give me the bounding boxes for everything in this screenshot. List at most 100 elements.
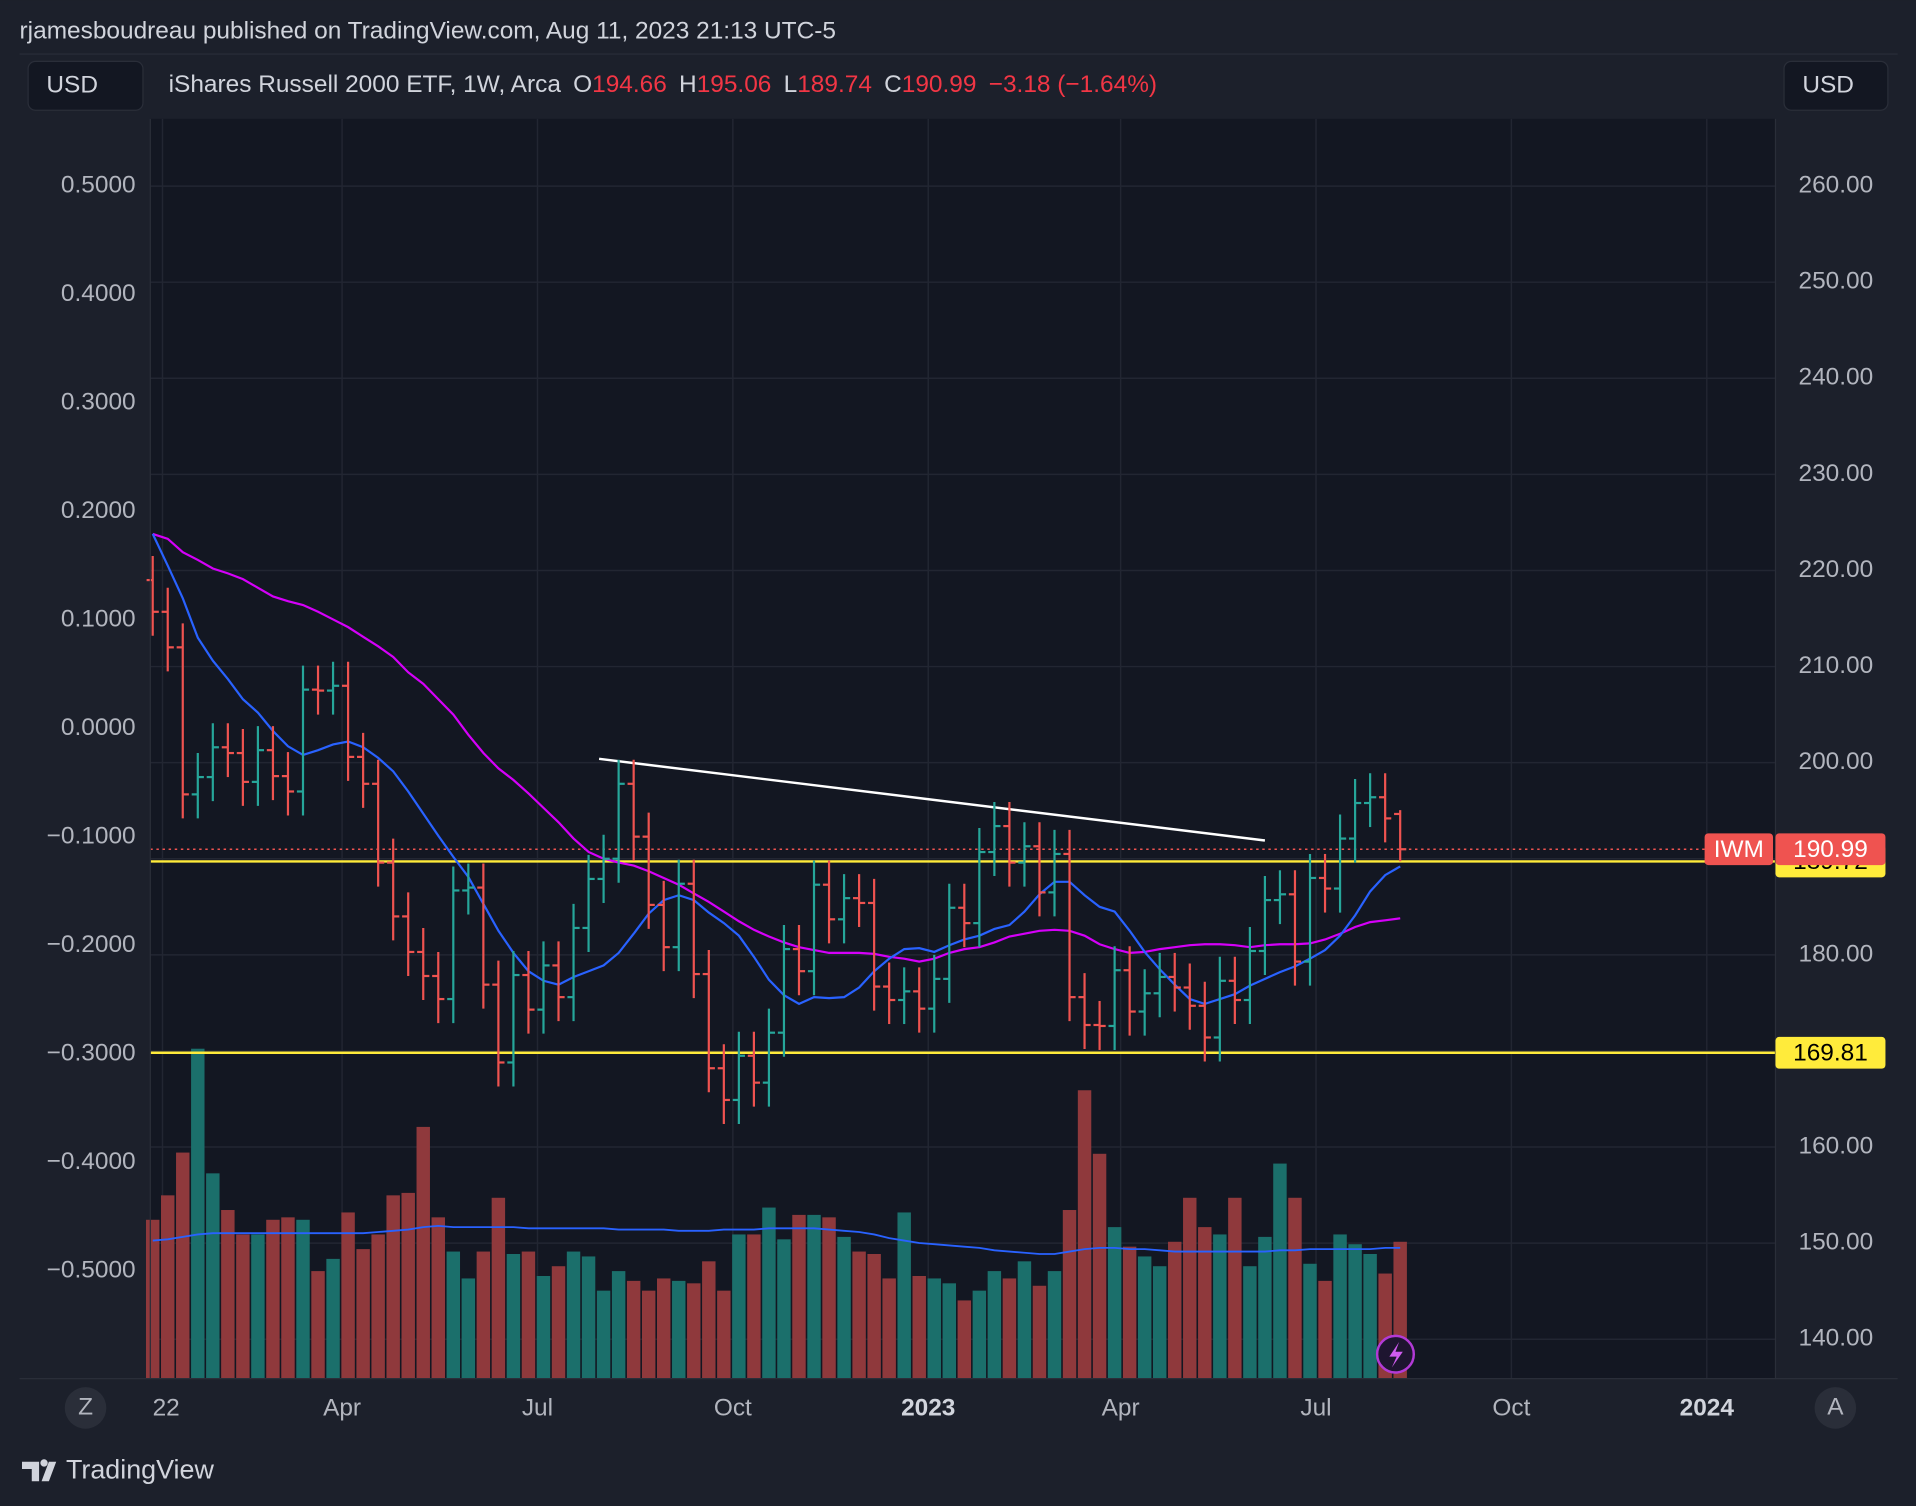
- price-tag-label: 190.99: [1793, 836, 1868, 863]
- x-tick-label: 22: [153, 1395, 180, 1422]
- volume-bar: [176, 1152, 190, 1379]
- volume-bar: [596, 1290, 611, 1379]
- ohlc-value: 195.06: [697, 71, 772, 98]
- price-tag: [1775, 833, 1886, 866]
- volume-bar: [536, 1275, 551, 1379]
- volume-bar: [476, 1251, 491, 1379]
- x-tick-label: Apr: [1102, 1395, 1140, 1422]
- volume-bar: [371, 1234, 385, 1379]
- x-tick-label: Oct: [1492, 1395, 1530, 1422]
- volume-bar: [581, 1256, 596, 1379]
- scale-label[interactable]: Z: [78, 1393, 93, 1420]
- scale-button[interactable]: [1814, 1387, 1857, 1429]
- y-tick-label: 180.00: [1799, 940, 1874, 967]
- lightning: [1389, 1341, 1403, 1368]
- trendline: [598, 757, 1266, 842]
- y-tick-label: 140.00: [1799, 1325, 1874, 1352]
- volume-bar: [1017, 1261, 1032, 1379]
- scale-button[interactable]: [64, 1387, 107, 1429]
- byline: rjamesboudreau published on TradingView.…: [20, 18, 836, 45]
- volume-bar: [1198, 1227, 1212, 1379]
- volume-bar: [747, 1234, 761, 1379]
- volume-bar: [1002, 1278, 1017, 1379]
- volume-bar: [1122, 1246, 1137, 1379]
- volume-bar: [1062, 1210, 1077, 1379]
- volume-bar: [882, 1278, 896, 1379]
- currency-label[interactable]: USD: [1802, 71, 1854, 98]
- volume-bar: [641, 1290, 656, 1379]
- y2-tick-label: 0.1000: [61, 606, 136, 633]
- volume-bar: [807, 1214, 821, 1379]
- volume-bar: [1077, 1090, 1092, 1379]
- volume-bar: [521, 1251, 536, 1379]
- y-tick-label: 250.00: [1799, 268, 1874, 295]
- currency-label[interactable]: USD: [46, 71, 98, 98]
- x-tick-label: Apr: [323, 1395, 361, 1422]
- volume-bar: [927, 1278, 941, 1379]
- volume-bar: [792, 1214, 806, 1379]
- ohlc-key: C: [884, 71, 902, 98]
- ohlc-key: O: [573, 71, 592, 98]
- volume-bar: [1183, 1197, 1197, 1379]
- x-tick-label: 2024: [1680, 1395, 1735, 1422]
- volume-bar: [161, 1195, 175, 1379]
- x-tick-label: Oct: [714, 1395, 752, 1422]
- currency-button[interactable]: [1783, 60, 1889, 111]
- volume-bar: [1243, 1266, 1257, 1379]
- y2-tick-label: 0.4000: [61, 280, 136, 307]
- volume-bar: [1137, 1256, 1152, 1379]
- volume-bar: [1333, 1234, 1347, 1379]
- plot-area: [150, 118, 1776, 1379]
- y-tick-label: 240.00: [1799, 364, 1874, 391]
- y2-tick-label: −0.3000: [47, 1040, 136, 1067]
- volume-bar: [1092, 1153, 1107, 1379]
- x-tick-label: Jul: [1300, 1395, 1331, 1422]
- volume-bar: [777, 1239, 791, 1379]
- volume-bar: [867, 1253, 881, 1379]
- volume-bar: [717, 1290, 731, 1379]
- volume-bar: [145, 1219, 160, 1379]
- y2-tick-label: −0.5000: [47, 1257, 136, 1284]
- volume-bar: [762, 1207, 776, 1379]
- volume-bar: [912, 1275, 926, 1379]
- volume-bar: [386, 1195, 400, 1379]
- volume-bar: [1107, 1227, 1122, 1379]
- volume-bar: [672, 1280, 686, 1379]
- y-tick-label: 160.00: [1799, 1132, 1874, 1159]
- symbol-tag-label: IWM: [1714, 836, 1764, 863]
- y2-tick-label: −0.1000: [47, 823, 136, 850]
- scale-label[interactable]: A: [1827, 1393, 1844, 1420]
- volume-bar: [732, 1234, 746, 1379]
- volume-ma-line: [152, 1224, 1401, 1255]
- y2-tick-label: −0.4000: [47, 1148, 136, 1175]
- y-tick-label: 150.00: [1799, 1229, 1874, 1256]
- ohlc-value: 194.66: [592, 71, 667, 98]
- volume-bar: [236, 1234, 250, 1379]
- y2-tick-label: 0.2000: [61, 497, 136, 524]
- y-tick-label: 260.00: [1799, 172, 1874, 199]
- volume-bar: [656, 1278, 671, 1379]
- volume-bar: [1047, 1271, 1062, 1379]
- volume-bar: [296, 1219, 310, 1379]
- volume-bar: [1152, 1266, 1167, 1379]
- currency-button[interactable]: [27, 60, 144, 111]
- volume-bar: [206, 1173, 220, 1379]
- volume-bar: [702, 1261, 716, 1379]
- brand: TradingView: [66, 1455, 214, 1485]
- volume-bar: [341, 1212, 355, 1379]
- y2-tick-label: 0.5000: [61, 172, 136, 199]
- change: −3.18 (−1.64%): [989, 71, 1157, 98]
- volume-bar: [356, 1249, 370, 1379]
- volume-bar: [446, 1251, 461, 1379]
- volume-bar: [1348, 1244, 1362, 1379]
- volume-bar: [1258, 1236, 1272, 1379]
- symbol: iShares Russell 2000 ETF, 1W, Arca: [169, 71, 562, 98]
- volume-bar: [251, 1234, 265, 1379]
- volume-bar: [626, 1280, 641, 1379]
- volume-bar: [611, 1271, 626, 1379]
- volume-bar: [942, 1283, 957, 1379]
- volume-bar: [1273, 1163, 1287, 1379]
- volume-bar: [957, 1300, 972, 1379]
- x-tick-label: Jul: [522, 1395, 553, 1422]
